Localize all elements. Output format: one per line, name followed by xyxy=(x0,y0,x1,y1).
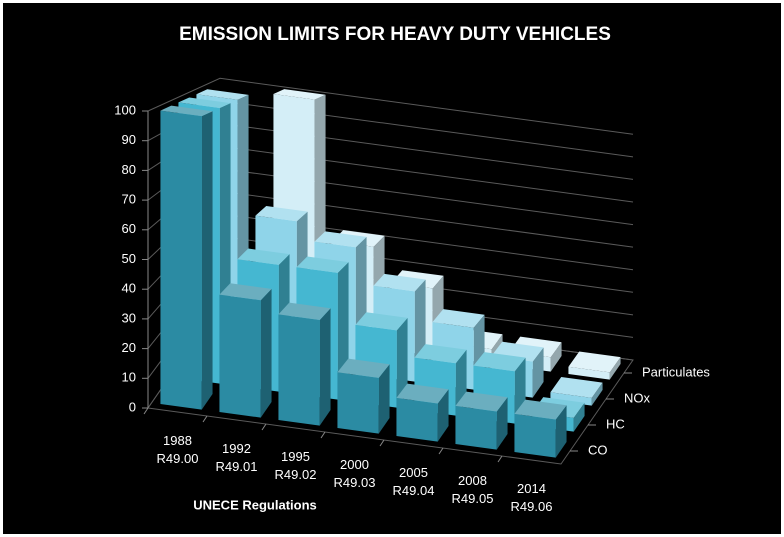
bar-front xyxy=(219,294,261,418)
bar-top xyxy=(160,105,213,117)
bar-front xyxy=(160,110,202,410)
bar-front xyxy=(455,405,497,450)
bar xyxy=(396,383,449,442)
y-tick-label: 100 xyxy=(114,102,136,117)
bar-side xyxy=(496,397,508,450)
bar-front xyxy=(568,366,610,380)
bar-top xyxy=(473,352,526,372)
bar-side xyxy=(378,364,390,434)
bar-side xyxy=(555,405,567,458)
x-axis-title: UNECE Regulations xyxy=(193,497,317,512)
x-tick xyxy=(320,431,326,439)
bar-top xyxy=(373,273,426,292)
y-tick-label: 40 xyxy=(122,281,136,296)
bar-side xyxy=(591,382,603,406)
x-tick xyxy=(143,407,149,415)
series-label: Particulates xyxy=(642,364,710,379)
y-tick-label: 90 xyxy=(122,132,136,147)
bar-side xyxy=(532,347,544,398)
bar-top xyxy=(255,206,308,222)
x-tick xyxy=(379,439,385,447)
bar xyxy=(514,399,567,458)
x-tick-label: 1988 R49.00 xyxy=(157,433,199,466)
bar-top xyxy=(455,391,508,412)
bar-top xyxy=(432,309,485,328)
x-tick xyxy=(497,455,503,463)
bar xyxy=(278,302,331,426)
series-label: NOx xyxy=(624,390,651,405)
bar xyxy=(550,376,603,406)
chart-background xyxy=(3,3,781,534)
bar-top xyxy=(219,283,272,301)
bar-top xyxy=(196,89,249,100)
bar-top xyxy=(337,358,390,378)
y-tick-label: 20 xyxy=(122,340,136,355)
bar xyxy=(160,105,213,410)
series-label: CO xyxy=(588,442,608,457)
bar-top xyxy=(278,302,331,320)
bar-top xyxy=(296,256,349,273)
y-tick-label: 0 xyxy=(129,399,136,414)
bar-side xyxy=(260,288,272,418)
bar-side xyxy=(319,308,331,426)
y-tick-label: 50 xyxy=(122,251,136,266)
bar xyxy=(337,358,390,434)
bar-side xyxy=(437,389,449,442)
y-tick-label: 10 xyxy=(122,370,136,385)
series-label: HC xyxy=(606,416,625,431)
bar-top xyxy=(550,376,603,398)
y-tick-label: 80 xyxy=(122,162,136,177)
bar-top xyxy=(568,351,621,373)
x-tick-label: 2014 R49.06 xyxy=(511,481,553,514)
bar-top xyxy=(355,312,408,331)
bar xyxy=(568,351,621,380)
bar-front xyxy=(337,372,379,434)
bar-side xyxy=(609,357,621,380)
x-tick-label: 2000 R49.03 xyxy=(334,457,376,490)
x-tick-label: 2008 R49.05 xyxy=(452,473,494,506)
x-tick-label: 1992 R49.01 xyxy=(216,441,258,474)
y-tick-label: 60 xyxy=(122,221,136,236)
y-tick-label: 30 xyxy=(122,310,136,325)
bar-side xyxy=(573,402,585,432)
bar-top xyxy=(396,383,449,404)
bar-front xyxy=(278,314,320,426)
x-tick xyxy=(261,423,267,431)
x-tick-label: 1995 R49.02 xyxy=(275,449,317,482)
bar-side xyxy=(550,342,562,372)
bar-top xyxy=(237,248,290,265)
bar-side xyxy=(396,317,408,408)
bar-front xyxy=(550,392,592,406)
x-tick xyxy=(438,447,444,455)
bar-front xyxy=(514,413,556,458)
x-tick-label: 2005 R49.04 xyxy=(393,465,435,498)
bar-top xyxy=(414,344,467,364)
y-tick-label: 70 xyxy=(122,192,136,207)
chart-title: EMISSION LIMITS FOR HEAVY DUTY VEHICLES xyxy=(179,24,611,45)
x-tick xyxy=(202,415,208,423)
bar-top xyxy=(314,231,367,248)
grid-line xyxy=(147,77,634,135)
bar-front xyxy=(396,397,438,442)
bar-side xyxy=(201,111,213,410)
bar-top xyxy=(273,89,326,100)
bar-top xyxy=(514,399,567,420)
bar xyxy=(455,391,508,450)
bar xyxy=(219,283,272,418)
bar-top xyxy=(178,97,231,108)
